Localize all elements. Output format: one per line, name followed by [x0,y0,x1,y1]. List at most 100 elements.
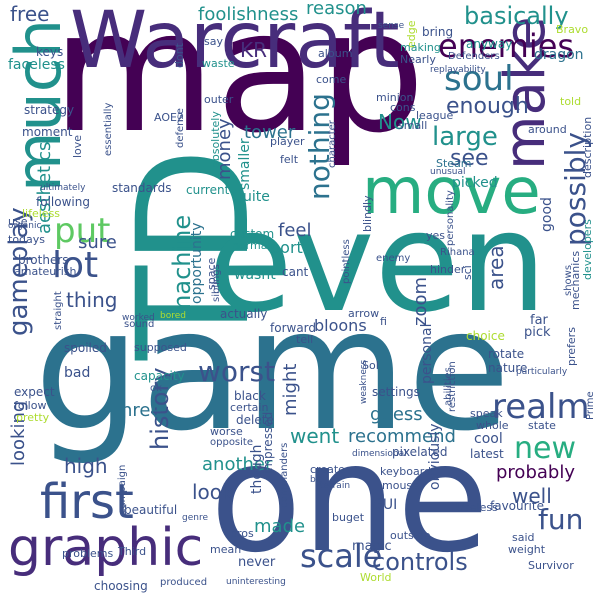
word-player: player [270,135,305,148]
word-sense: sense [378,21,405,31]
word-following: following [36,195,90,209]
word-might: might [280,363,301,416]
word-campaign: campaign [117,464,128,514]
word-rihana: Rihana [440,247,475,258]
word-now: Now [378,110,422,134]
word-worse: worse [210,425,243,438]
word-produced: produced [160,577,208,588]
word-state: state [528,419,556,432]
word-minion: minion [376,91,414,104]
word-area: area [484,245,508,290]
word-ok: ok [150,383,162,394]
word-tower: tower [244,122,296,143]
word-create: create [310,463,345,476]
word-album: album [318,47,353,60]
word-black: black [234,389,266,403]
word-well: well [512,484,552,508]
word-first: first [40,474,134,530]
word-strategy: strategy [24,103,75,117]
word-soul: soul [444,59,514,99]
word-another: another [202,454,273,475]
word-port: port [270,238,303,257]
word-nature: nature [488,361,528,375]
word-bad: bad [64,365,91,381]
word-making: making [400,41,441,54]
word-normal: normal [232,239,271,252]
word-delete: delete [236,413,274,427]
word-waste: waste [202,57,235,70]
word-amateurish: amateurish [14,265,77,278]
word-brothers: brothers [18,253,69,267]
word-personality: personality [445,190,456,246]
word-enemies: enemies [438,27,575,65]
word-aoe2: AOE2 [154,111,184,124]
word-steam: Steam [436,157,472,170]
word-wasnt: wasnt [234,267,276,283]
word-though: though [249,444,265,494]
word-feel: feel [278,220,312,241]
word-enemy: enemy [376,253,411,264]
word-bring: bring [422,25,454,39]
word-look: look [192,480,234,504]
word-foolishness: foolishness [198,4,299,25]
word-love: love [71,134,84,158]
word-certain: certain [230,401,269,414]
word-use: use [8,215,28,228]
word-spoiled: spoiled [64,341,107,355]
word-settings: settings [372,385,420,399]
word-favourite: favourite [490,499,544,513]
word-moment: moment [22,125,73,139]
word-third: Third [118,545,147,558]
word-small: small [398,119,428,132]
word-keyboard: keyboard [380,465,432,478]
word-recommend: recommend [348,426,456,447]
word-league: league [416,109,454,122]
word-far: far [530,313,548,328]
word-pick: pick [524,325,551,340]
word-dimensional: dimensional [352,449,407,459]
word-restriction: restriction [447,361,458,412]
word-probably: probably [496,462,575,483]
word-faceless: faceless [8,57,65,73]
word-prefers: prefers [565,327,578,366]
word-choosing: choosing [94,579,148,593]
word-put: put [54,211,111,251]
word-yes: yes [426,229,446,242]
word-replayability: replayability [430,65,486,75]
word-siblings: siblings [211,264,222,302]
word-around: around [528,123,567,136]
word-sound: sound [124,319,155,330]
word-obviously: obviously [427,423,443,490]
word-free: free [10,2,50,26]
word-developers: developers [581,219,594,280]
word-high: high [64,454,108,478]
word-opportunity: opportunity [189,222,205,304]
word-quite: Quite [232,189,270,205]
word-scale: scale [300,537,383,575]
word-prime: Prime [585,391,596,420]
word-nearly: Nearly [400,53,436,66]
word-say: say [204,35,223,48]
word-guess: guess [370,404,423,425]
word-todays: todays [8,233,46,246]
word-buget: buget [332,511,365,524]
word-felt: felt [280,153,299,166]
word-come: come [316,73,347,86]
word-even: even [208,182,547,343]
word-defense: defense [175,108,186,148]
word-bored: bored [160,311,186,321]
word-never: never [238,555,276,570]
word-basically: basically [464,2,569,30]
word-sure: sure [78,232,117,253]
word-mechanics: mechanics [569,250,582,310]
word-defenders: Defenders [448,51,500,62]
word-realm: realm [492,387,590,427]
word-organic: organic [8,221,42,231]
word-opposite: opposite [210,437,253,448]
word-reason: reason [306,0,367,19]
word-cool: cool [474,431,503,447]
word-follow: follow [14,399,47,412]
word-hinder: hinder [430,263,466,276]
word-magic: magic [352,539,392,554]
word-pretty: pretty [16,411,50,424]
